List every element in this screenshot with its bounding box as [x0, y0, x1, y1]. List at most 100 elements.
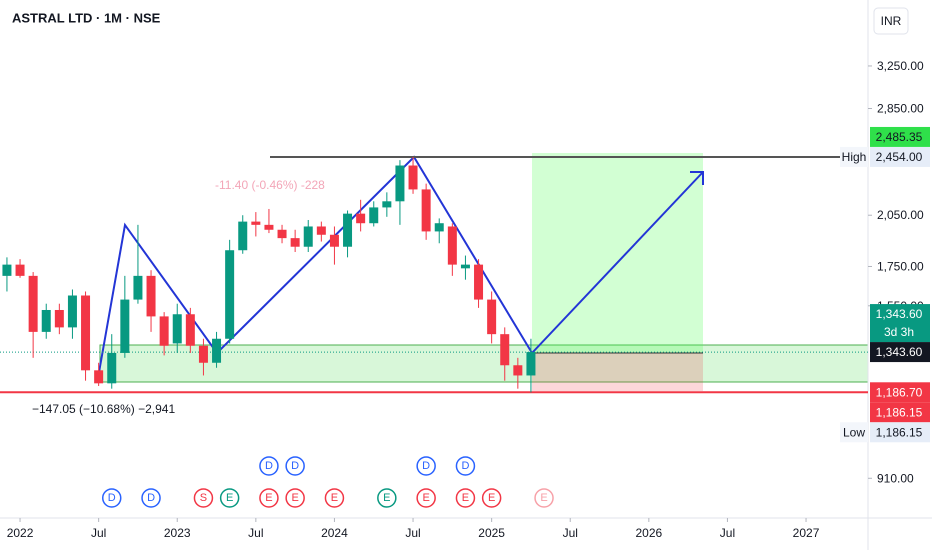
candle-body — [133, 275, 143, 300]
price-label: 2,485.35 — [876, 130, 923, 144]
event-badge — [416, 488, 436, 508]
candle-body — [225, 250, 235, 339]
candle-body — [447, 226, 457, 265]
long-target-zone — [532, 153, 703, 353]
candle-body — [28, 275, 38, 332]
event-letter: E — [265, 492, 272, 504]
event-letter: E — [291, 492, 298, 504]
price-label: 1,186.15 — [876, 405, 923, 419]
candle-body — [54, 309, 64, 328]
currency[interactable]: INR — [881, 14, 902, 28]
x-tick-label: Jul — [720, 526, 735, 540]
level-name-box — [840, 146, 868, 167]
event-letter: D — [291, 460, 299, 472]
x-tick-label: 2023 — [164, 526, 191, 540]
candle-body — [500, 334, 510, 366]
candle-body — [526, 352, 536, 376]
candle-body — [487, 299, 497, 335]
event-letter: D — [108, 492, 116, 504]
event-letter: E — [331, 492, 338, 504]
event-letter: D — [422, 460, 430, 472]
price-label-box — [870, 146, 930, 167]
candle-body — [343, 213, 353, 247]
currency-box[interactable] — [873, 7, 909, 35]
price-label: 1,186.70 — [876, 385, 923, 399]
support-zone — [99, 344, 869, 383]
level-name: High — [842, 150, 867, 164]
candle-body — [107, 352, 117, 384]
candle-body — [316, 226, 326, 235]
event-badge — [534, 488, 554, 508]
candle-body — [251, 221, 261, 225]
candle-body — [41, 309, 51, 332]
price-label-box — [870, 402, 930, 423]
price-label-box — [870, 382, 930, 403]
event-letter: D — [147, 492, 155, 504]
event-badge — [259, 456, 279, 476]
candle-body — [212, 338, 222, 363]
candle-body — [146, 275, 156, 317]
price-label-box — [870, 126, 930, 147]
candle-body — [238, 221, 248, 251]
x-tick-label: 2022 — [7, 526, 34, 540]
candle-body — [382, 201, 392, 208]
event-badge — [193, 488, 214, 508]
candle-body — [356, 213, 366, 224]
current-price-label: 1,343.60 — [876, 307, 923, 321]
candle-body — [2, 264, 12, 276]
event-letter: D — [265, 460, 273, 472]
candle-body — [120, 299, 130, 353]
x-tick-label: 2027 — [793, 526, 820, 540]
countdown: 3d 3h — [884, 325, 914, 339]
candle-body — [15, 264, 25, 276]
price-label: 1,186.15 — [876, 425, 923, 439]
y-tick-label: 2,850.00 — [877, 101, 924, 115]
current-price-box — [870, 342, 930, 363]
price-label-box — [870, 422, 930, 443]
x-tick-label: 2025 — [478, 526, 505, 540]
event-letter: S — [200, 492, 207, 504]
candle-body — [172, 314, 182, 344]
candle-body — [474, 264, 484, 300]
candle-body — [513, 365, 523, 376]
event-badge — [416, 456, 436, 476]
event-badge — [455, 456, 476, 476]
candle-body — [408, 165, 418, 190]
projection-arrow — [531, 171, 704, 354]
candle-body — [277, 229, 287, 239]
event-letter: E — [462, 492, 469, 504]
candle-body — [303, 226, 313, 247]
candle-body — [329, 234, 339, 247]
candle-body — [264, 224, 274, 230]
candle-body — [67, 295, 77, 328]
countdown-box — [870, 304, 930, 343]
level-name: Low — [843, 425, 865, 439]
event-badge — [324, 488, 345, 508]
x-tick-label: 2026 — [635, 526, 662, 540]
annotation: −147.05 (−10.68%) −2,941 — [32, 402, 175, 416]
x-tick-label: 2024 — [321, 526, 348, 540]
chart-title: ASTRAL LTD · 1M · NSE — [12, 11, 161, 26]
candle-body — [369, 207, 379, 224]
event-letter: E — [540, 492, 547, 504]
current-price-label: 1,343.60 — [876, 345, 923, 359]
event-badge — [141, 488, 161, 508]
arrow-head — [690, 171, 704, 185]
candle-body — [81, 295, 91, 371]
candle-body — [159, 316, 169, 346]
x-tick-label: Jul — [91, 526, 106, 540]
event-badge — [101, 488, 122, 508]
candle-body — [198, 345, 208, 363]
candle-body — [421, 189, 431, 232]
candle-body — [185, 314, 195, 346]
event-letter: E — [226, 492, 233, 504]
event-badge — [481, 488, 502, 508]
candle-body — [94, 370, 104, 384]
candle-body — [395, 165, 405, 202]
event-badge — [285, 488, 305, 508]
x-tick-label: Jul — [563, 526, 578, 540]
y-tick-label: 2,050.00 — [877, 208, 924, 222]
event-badge — [219, 488, 240, 508]
event-badge — [285, 456, 305, 476]
